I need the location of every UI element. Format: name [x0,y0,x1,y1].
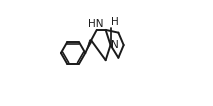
Text: N: N [111,40,119,50]
Text: HN: HN [88,19,104,29]
Text: H: H [111,17,119,27]
